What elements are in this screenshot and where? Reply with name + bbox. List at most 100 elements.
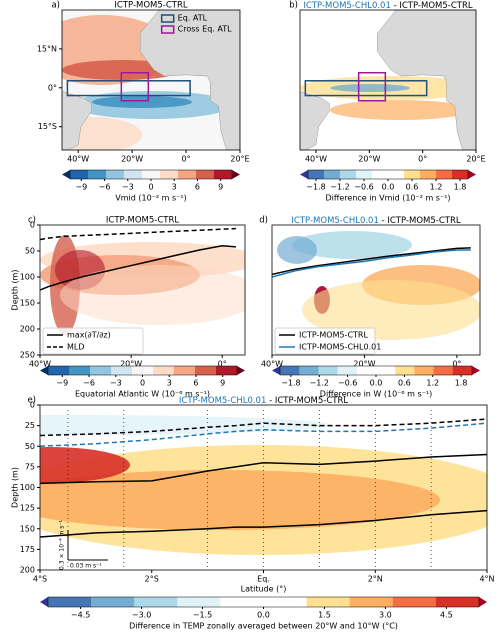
colorbar-cell [395,366,415,375]
field-shade [40,447,130,483]
x-tick-label: 0° [182,155,191,164]
y-tick-label: 250 [20,351,35,360]
colorbar-cell [195,366,217,375]
colorbar-cell [70,170,89,179]
colorbar-cell [153,366,175,375]
colorbar-cell [88,170,107,179]
colorbar-cell [134,597,178,607]
plot-frame [39,224,246,356]
colorbar-label: Equatorial Atlantic W (10⁻⁶ m s⁻¹) [75,390,210,399]
colorbar-cell [349,597,394,607]
colorbar-cell [337,366,358,375]
plot-area [40,405,487,570]
x-tick-label: 0° [218,360,227,369]
colorbar-tick-label: 1.2 [426,379,439,388]
legend-label: Eq. ATL [178,14,208,23]
colorbar-tick-label: 0 [148,183,153,192]
y-tick-label: 50 [25,442,35,451]
series-line [272,249,471,278]
plot-frame [61,9,241,151]
colorbar-cell [340,170,357,179]
x-tick-label: 20°W [121,155,143,164]
colorbar-tick-label: −4.5 [71,611,90,620]
panel-title: ICTP-MOM5-CTRL [114,1,188,11]
colorbar-tick-label: −1.2 [310,379,329,388]
colorbar-tick-label: 0.0 [370,379,383,388]
y-tick-label: 0 [30,401,35,410]
colorbar-cell [392,597,437,607]
x-tick-label: 40°W [29,360,51,369]
colorbar-extend [472,366,480,375]
x-tick-label: 20°E [466,155,485,164]
colorbar-cell [177,597,221,607]
legend-swatch [160,14,175,23]
colorbar-tick-label: 0 [140,379,145,388]
x-axis-title: Latitude (°) [241,585,287,594]
y-tick-label: 0° [48,83,57,92]
land [62,90,92,150]
colorbar-tick-label: −3 [122,183,134,192]
series-line [272,247,471,276]
field-shade [302,280,480,340]
y-tick-label: 175 [20,545,35,554]
colorbar-tick-label: 1.5 [318,611,331,620]
x-tick-label: 0° [452,360,461,369]
colorbar-cell [388,170,405,179]
colorbar-cell [69,366,91,375]
colorbar-cell [372,170,389,179]
title-part: - ICTP-MOM5-CTRL [391,1,473,11]
y-tick-label: 150 [20,524,35,533]
title-part: ICTP-MOM5-CHL0.01 [291,216,378,226]
colorbar-label: Vmid (10⁻² m s⁻¹) [115,194,186,203]
panel-label: c) [28,216,36,226]
colorbar-cell [220,597,264,607]
panel-label: e) [27,396,36,406]
colorbar-extend [40,597,48,607]
colorbar-cell [196,170,215,179]
land [377,10,476,150]
field-shade [62,117,142,150]
colorbar-cell [420,170,437,179]
colorbar-cell [48,366,70,375]
x-tick-label: 20°W [358,155,380,164]
colorbar-cell [216,366,238,375]
y-axis-title: Depth (m) [11,270,20,311]
panel-title: ICTP-MOM5-CHL0.01 - ICTP-MOM5-CTRL [179,396,348,406]
y-tick-label: 125 [20,504,35,513]
colorbar-tick-label: 3 [172,183,177,192]
colorbar-cell [433,366,454,375]
colorbar-tick-label: −9 [75,183,87,192]
x-tick-label: 40°W [305,155,327,164]
colorbar-tick-label: −0.6 [354,183,373,192]
colorbar-cell [48,597,92,607]
field-shade [330,84,410,92]
colorbar-cell [452,366,473,375]
colorbar-cell [263,597,307,607]
colorbar-cell [376,366,396,375]
plot-frame [271,224,481,356]
legend-label: ICTP-MOM5-CTRL [299,331,368,340]
y-axis-title: Depth (m) [11,467,20,508]
colorbar-tick-label: 0.0 [257,611,270,620]
colorbar-cell [111,366,133,375]
x-tick-label: 4°S [33,575,47,584]
colorbar-label: Difference in W (10⁻⁶ m s⁻¹) [320,390,432,399]
y-tick-label: 150 [20,299,35,308]
legend-label: max(∂T/∂z) [67,331,111,340]
land [300,90,330,150]
x-tick-label: 0° [418,155,427,164]
colorbar-tick-label: 9 [218,183,223,192]
colorbar-extend [300,170,308,179]
colorbar-cell [132,366,154,375]
colorbar-tick-label: −1.2 [330,183,349,192]
colorbar-tick-label: −0.6 [338,379,357,388]
colorbar-tick-label: −3.0 [132,611,151,620]
legend-box [274,327,376,355]
field-shade [60,265,245,325]
plot-frame [299,9,477,151]
legend-label: Cross Eq. ATL [178,25,232,34]
colorbar-cell [404,170,421,179]
colorbar-tick-label: −6 [83,379,95,388]
annotation: 0.3 × 10⁻⁴ m s⁻¹ [59,519,66,570]
